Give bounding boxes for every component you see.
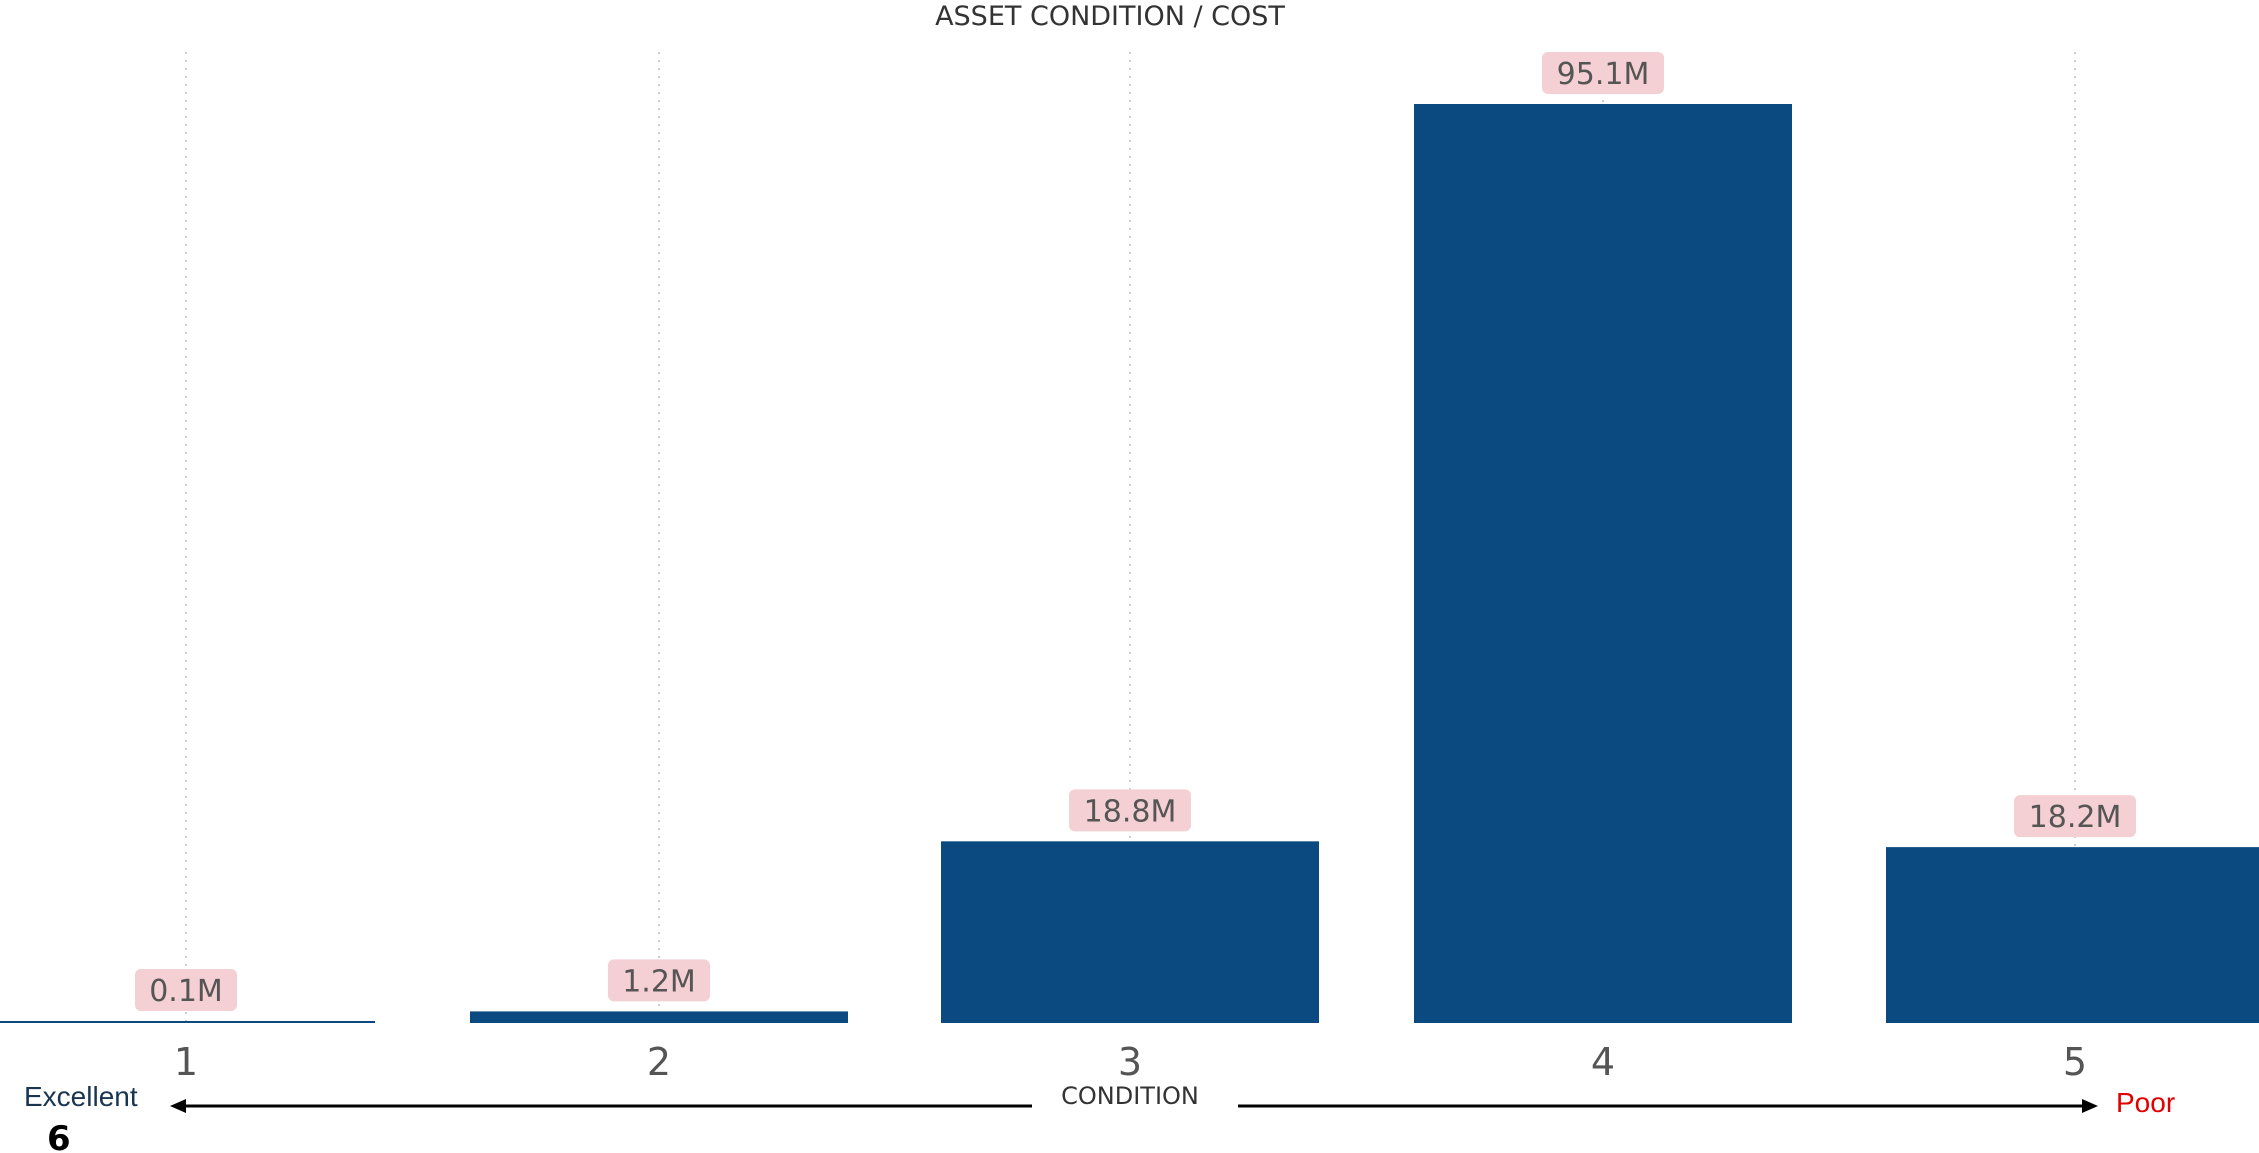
x-tick-1: 1 [174, 1040, 198, 1084]
data-label-bg-3 [1069, 789, 1191, 832]
scale-arrow [170, 1099, 2098, 1113]
page-number: 6 [47, 1119, 71, 1153]
x-tick-3: 3 [1118, 1040, 1142, 1084]
data-label-bg-1 [135, 969, 237, 1011]
data-labels: 0.1M 1.2M 18.8M 95.1M 18.2M [135, 52, 2136, 1011]
bar-4 [1414, 104, 1792, 1023]
data-label-5: 18.2M [2029, 800, 2122, 835]
data-label-bg-2 [608, 959, 710, 1002]
scale-left-label: Excellent [24, 1081, 138, 1112]
x-axis-title: CONDITION [1061, 1082, 1199, 1110]
data-label-4: 95.1M [1557, 57, 1650, 92]
chart-title: ASSET CONDITION / COST [935, 1, 1285, 32]
data-label-2: 1.2M [622, 964, 696, 999]
data-label-1: 0.1M [149, 974, 223, 1009]
arrow-right-icon [2082, 1099, 2098, 1113]
data-label-3: 18.8M [1084, 794, 1177, 829]
arrow-left-icon [170, 1099, 186, 1113]
bar-2 [470, 1011, 848, 1023]
data-label-bg-4 [1542, 52, 1664, 94]
scale-right-label: Poor [2116, 1087, 2175, 1118]
x-tick-4: 4 [1591, 1040, 1615, 1084]
data-label-bg-5 [2014, 795, 2136, 838]
x-tick-5: 5 [2063, 1040, 2087, 1084]
x-tick-labels: 1 2 3 4 5 [174, 1040, 2087, 1084]
x-tick-2: 2 [647, 1040, 671, 1084]
bar-3 [941, 841, 1319, 1023]
bar-1 [0, 1021, 375, 1023]
bar-5 [1886, 847, 2259, 1023]
bars [0, 104, 2259, 1023]
